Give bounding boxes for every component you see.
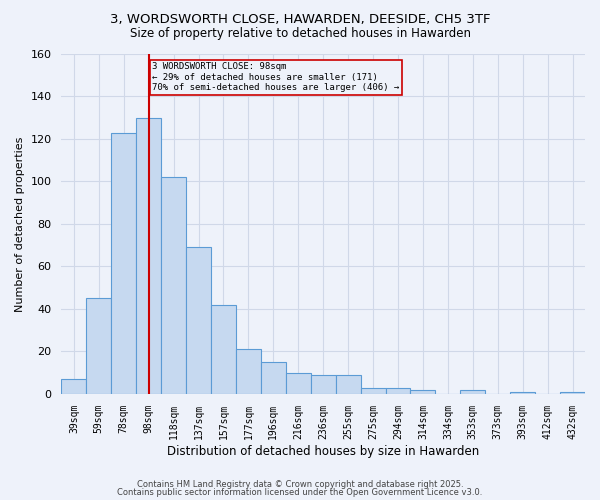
- Text: Contains public sector information licensed under the Open Government Licence v3: Contains public sector information licen…: [118, 488, 482, 497]
- Bar: [186, 248, 211, 394]
- Bar: [136, 118, 161, 394]
- Bar: [460, 390, 485, 394]
- Bar: [560, 392, 585, 394]
- Text: Size of property relative to detached houses in Hawarden: Size of property relative to detached ho…: [130, 28, 470, 40]
- Bar: [510, 392, 535, 394]
- Y-axis label: Number of detached properties: Number of detached properties: [15, 136, 25, 312]
- Text: 3 WORDSWORTH CLOSE: 98sqm
← 29% of detached houses are smaller (171)
70% of semi: 3 WORDSWORTH CLOSE: 98sqm ← 29% of detac…: [152, 62, 400, 92]
- Bar: [236, 350, 261, 394]
- Bar: [61, 379, 86, 394]
- Text: Contains HM Land Registry data © Crown copyright and database right 2025.: Contains HM Land Registry data © Crown c…: [137, 480, 463, 489]
- Bar: [335, 375, 361, 394]
- Bar: [361, 388, 386, 394]
- Bar: [311, 375, 335, 394]
- X-axis label: Distribution of detached houses by size in Hawarden: Distribution of detached houses by size …: [167, 444, 479, 458]
- Text: 3, WORDSWORTH CLOSE, HAWARDEN, DEESIDE, CH5 3TF: 3, WORDSWORTH CLOSE, HAWARDEN, DEESIDE, …: [110, 12, 490, 26]
- Bar: [286, 372, 311, 394]
- Bar: [386, 388, 410, 394]
- Bar: [410, 390, 436, 394]
- Bar: [261, 362, 286, 394]
- Bar: [161, 177, 186, 394]
- Bar: [211, 304, 236, 394]
- Bar: [86, 298, 111, 394]
- Bar: [111, 132, 136, 394]
